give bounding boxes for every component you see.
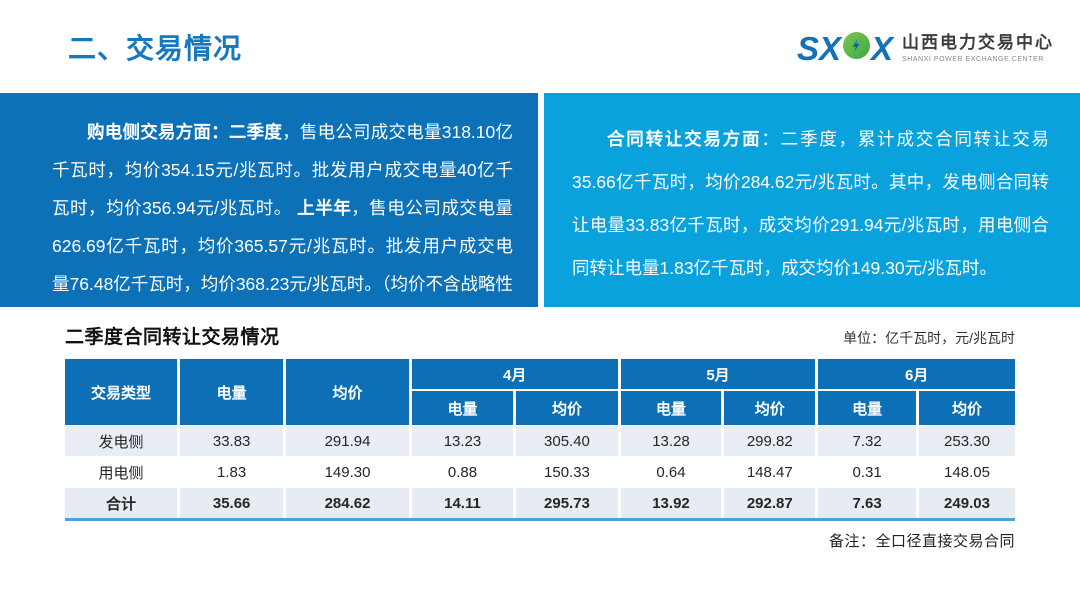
- contract-transfer-text: 合同转让交易方面：二季度，累计成交合同转让交易35.66亿千瓦时，均价284.6…: [544, 93, 1080, 290]
- col-header-may: 5月: [620, 359, 819, 391]
- cell: 253.30: [919, 425, 1015, 456]
- sub-header-volume-may: 电量: [620, 391, 725, 425]
- row-label: 用电侧: [65, 456, 180, 487]
- logo-mark: SX X: [797, 30, 893, 68]
- logo-name-cn: 山西电力交易中心: [902, 33, 1054, 53]
- purchase-halfyear-lead: 上半年: [291, 198, 352, 218]
- cell: 291.94: [286, 425, 412, 456]
- cell: 148.05: [919, 456, 1015, 487]
- row-label: 合计: [65, 487, 180, 518]
- logo-mark-sx: SX: [796, 29, 841, 67]
- cell: 299.82: [724, 425, 819, 456]
- table-title: 二季度合同转让交易情况: [65, 327, 280, 348]
- sub-header-price-apr: 均价: [516, 391, 621, 425]
- table-section: 二季度合同转让交易情况 单位：亿千瓦时，元/兆瓦时 交易类型 电量 均价 4月 …: [0, 322, 1080, 551]
- purchase-side-box: 购电侧交易方面：二季度，售电公司成交电量318.10亿千瓦时，均价354.15元…: [0, 93, 538, 332]
- table-row-consumption-side: 用电侧 1.83 149.30 0.88 150.33 0.64 148.47 …: [65, 456, 1015, 487]
- page-title: 二、交易情况: [68, 32, 243, 64]
- col-header-june: 6月: [818, 359, 1015, 391]
- cell: 13.92: [620, 487, 725, 518]
- col-header-volume: 电量: [179, 359, 287, 425]
- logo-name-en: SHANXI POWER EXCHANGE CENTER: [902, 55, 1044, 63]
- cell: 284.62: [286, 487, 412, 518]
- cell: 292.87: [724, 487, 819, 518]
- table-row-total: 合计 35.66 284.62 14.11 295.73 13.92 292.8…: [65, 487, 1015, 518]
- lightning-icon: [842, 32, 870, 59]
- table-footnote: 备注：全口径直接交易合同: [828, 533, 1015, 550]
- cell: 149.30: [286, 456, 412, 487]
- col-header-price: 均价: [286, 359, 412, 425]
- table-header-row: 二季度合同转让交易情况 单位：亿千瓦时，元/兆瓦时: [65, 322, 1015, 349]
- cell: 14.11: [411, 487, 517, 518]
- logo: SX X 山西电力交易中心 SHANXI POWER EXCHANGE CENT…: [797, 26, 1054, 68]
- cell: 7.32: [818, 425, 919, 456]
- cell: 33.83: [179, 425, 287, 456]
- cell: 35.66: [179, 487, 287, 518]
- slide-header: 二、交易情况 SX X 山西电力交易中心 SHANXI POWER EXCHAN…: [0, 0, 1080, 93]
- cell: 1.83: [179, 456, 287, 487]
- cell: 0.31: [818, 456, 919, 487]
- cell: 13.23: [411, 425, 517, 456]
- purchase-body-2: ，售电公司成交电量626.69亿千瓦时，均价365.57元/兆瓦时。批发用户成交…: [52, 198, 513, 332]
- summary-boxes: 购电侧交易方面：二季度，售电公司成交电量318.10亿千瓦时，均价354.15元…: [0, 93, 1080, 332]
- cell: 0.64: [620, 456, 725, 487]
- cell: 249.03: [919, 487, 1015, 518]
- sub-header-price-may: 均价: [724, 391, 819, 425]
- logo-mark-x: X: [870, 29, 893, 67]
- col-header-april: 4月: [411, 359, 621, 391]
- cell: 295.73: [516, 487, 621, 518]
- transfer-lead: 合同转让交易方面: [607, 129, 762, 149]
- col-header-type: 交易类型: [65, 359, 180, 425]
- row-label: 发电侧: [65, 425, 180, 456]
- sub-header-volume-apr: 电量: [411, 391, 517, 425]
- table-row-generation-side: 发电侧 33.83 291.94 13.23 305.40 13.28 299.…: [65, 425, 1015, 456]
- sub-header-price-jun: 均价: [919, 391, 1015, 425]
- cell: 7.63: [818, 487, 919, 518]
- transfer-body: ：二季度，累计成交合同转让交易35.66亿千瓦时，均价284.62元/兆瓦时。其…: [572, 129, 1050, 278]
- sub-header-volume-jun: 电量: [818, 391, 919, 425]
- cell: 150.33: [516, 456, 621, 487]
- cell: 0.88: [411, 456, 517, 487]
- cell: 13.28: [620, 425, 725, 456]
- purchase-body-1: ，售电公司成交电量318.10亿千瓦时，均价354.15元/兆瓦时。批发用户成交…: [52, 122, 514, 218]
- cell: 305.40: [516, 425, 621, 456]
- transfer-table: 交易类型 电量 均价 4月 5月 6月 电量 均价 电量 均价 电量 均价: [65, 359, 1015, 521]
- logo-names: 山西电力交易中心 SHANXI POWER EXCHANGE CENTER: [902, 33, 1054, 64]
- table-unit: 单位：亿千瓦时，元/兆瓦时: [843, 330, 1015, 346]
- purchase-side-text: 购电侧交易方面：二季度，售电公司成交电量318.10亿千瓦时，均价354.15元…: [0, 93, 538, 341]
- cell: 148.47: [724, 456, 819, 487]
- purchase-lead: 购电侧交易方面：二季度: [87, 122, 283, 142]
- contract-transfer-box: 合同转让交易方面：二季度，累计成交合同转让交易35.66亿千瓦时，均价284.6…: [544, 93, 1080, 307]
